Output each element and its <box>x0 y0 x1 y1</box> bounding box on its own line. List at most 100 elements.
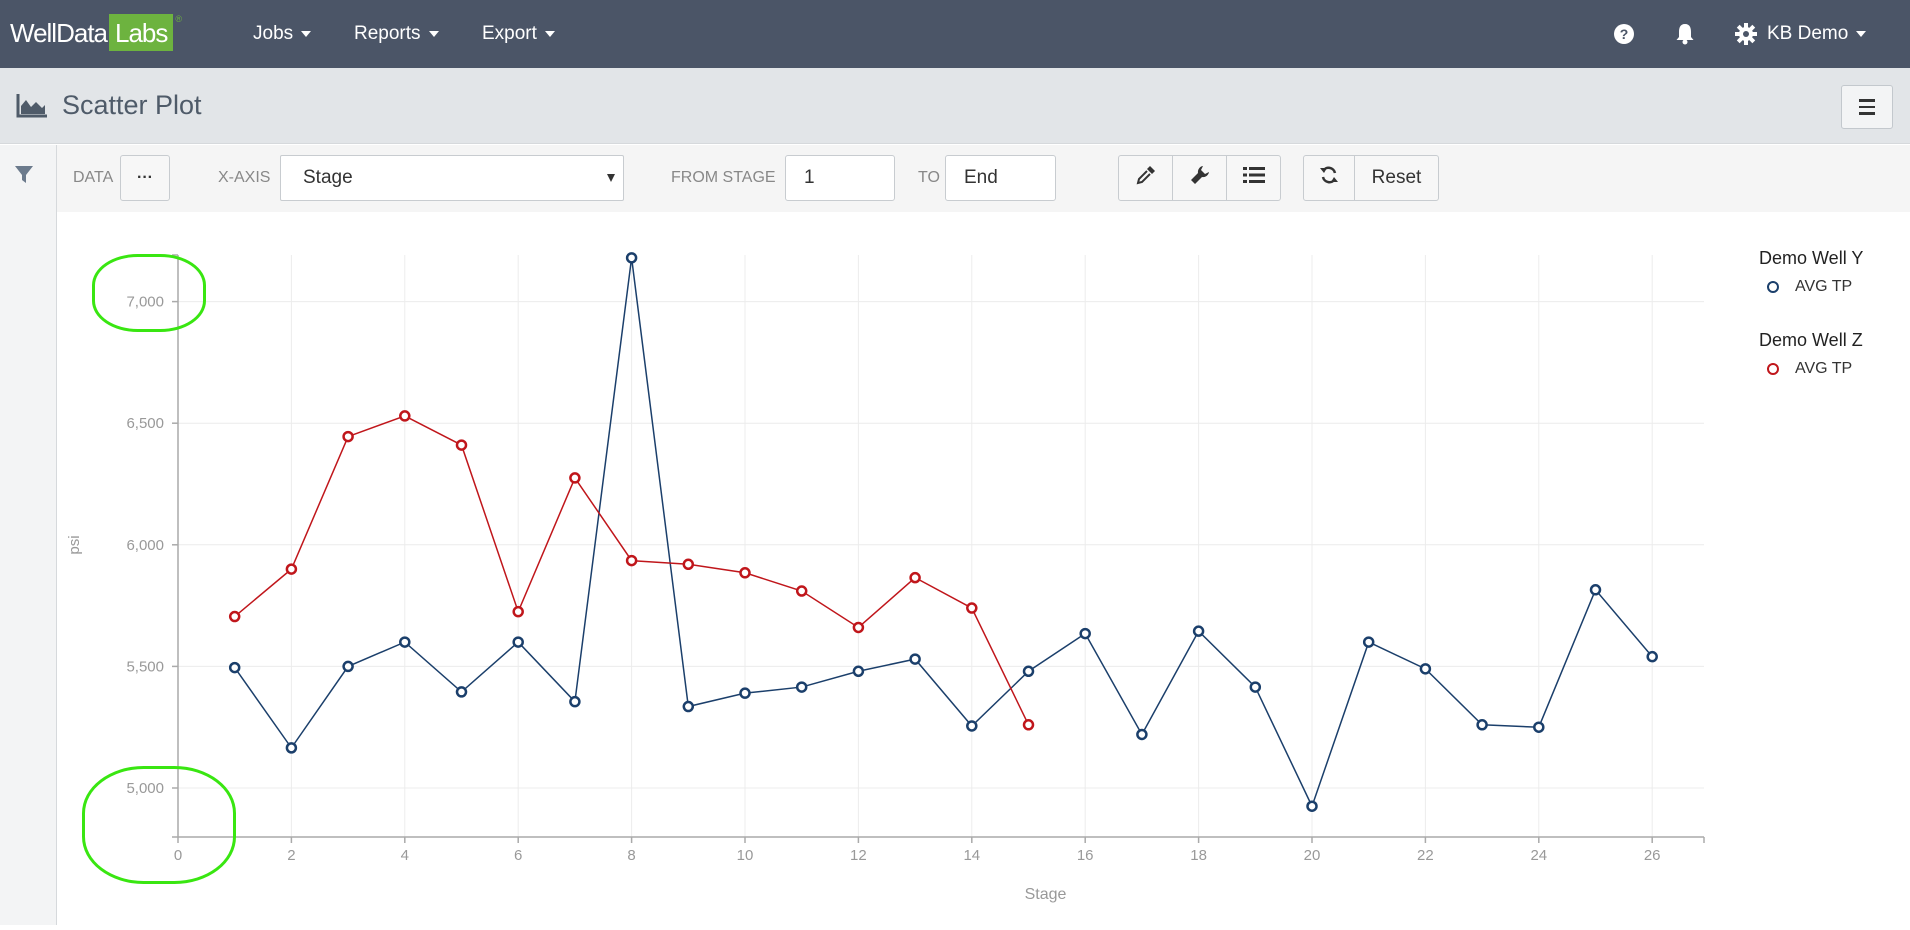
refresh-icon <box>1319 165 1339 191</box>
x-tick-label: 8 <box>627 847 635 864</box>
data-point <box>795 585 808 597</box>
question-circle-icon[interactable]: ? <box>1612 22 1636 46</box>
gear-icon <box>1735 23 1757 45</box>
nav-jobs-menu[interactable]: Jobs <box>253 0 312 68</box>
brand-name-part2: Labs <box>109 14 174 51</box>
x-tick-label: 26 <box>1644 847 1661 864</box>
data-point <box>852 621 865 634</box>
data-point <box>625 252 638 264</box>
x-tick-label: 14 <box>963 847 980 864</box>
data-point <box>682 700 695 713</box>
brand-logo[interactable]: WellData Labs ® <box>10 14 182 51</box>
caret-down-icon <box>428 31 439 37</box>
data-point <box>909 653 921 665</box>
data-point <box>909 571 921 584</box>
data-point <box>1022 719 1035 731</box>
y-tick-label: 6,000 <box>126 537 164 554</box>
legend-item[interactable]: AVG TP <box>1767 278 1852 296</box>
x-tick-label: 20 <box>1304 847 1321 864</box>
from-stage-input[interactable]: 1 <box>785 155 895 201</box>
data-point <box>1362 636 1375 648</box>
data-point <box>512 605 524 618</box>
eyedropper-button[interactable] <box>1118 155 1173 201</box>
wrench-icon <box>1190 165 1210 191</box>
nav-reports-menu[interactable]: Reports <box>354 0 439 68</box>
left-sidebar <box>0 145 57 925</box>
data-point <box>1079 627 1091 640</box>
page-title: Scatter Plot <box>62 90 202 120</box>
data-point <box>569 472 581 484</box>
data-point <box>1136 728 1148 741</box>
data-point <box>966 720 978 732</box>
svg-text:?: ? <box>1620 26 1629 42</box>
brand-name-part1: WellData <box>10 18 108 48</box>
data-point <box>1192 625 1205 637</box>
x-tick-label: 16 <box>1077 847 1094 864</box>
data-point <box>852 665 865 678</box>
wrench-button[interactable] <box>1172 155 1227 201</box>
caret-down-icon <box>544 31 555 37</box>
top-navbar: WellData Labs ® Jobs Reports Export ? KB… <box>0 0 1910 68</box>
filter-icon[interactable] <box>14 165 34 190</box>
xaxis-selected-value: Stage <box>303 167 353 188</box>
chevron-down-icon <box>607 174 615 182</box>
nav-export-menu[interactable]: Export <box>482 0 555 68</box>
eyedropper-icon <box>1136 165 1156 191</box>
legend-group-title: Demo Well Z <box>1759 330 1863 350</box>
scatter-plot-chart: 0 2 4 6 8 10 12 14 16 18 20 22 24 265,0005,5006,0006,… <box>66 252 1705 903</box>
page-header: Scatter Plot <box>0 68 1910 144</box>
user-menu[interactable]: KB Demo <box>1735 0 1867 68</box>
data-point <box>342 660 354 673</box>
legend-item[interactable]: AVG TP <box>1767 360 1852 378</box>
data-label: DATA <box>73 169 114 186</box>
area-chart-icon <box>16 94 48 123</box>
data-point <box>228 661 241 674</box>
caret-down-icon <box>301 31 312 37</box>
x-tick-label: 10 <box>737 847 754 864</box>
reset-button[interactable]: Reset <box>1354 155 1439 201</box>
legend-group: Demo Well Y AVG TP <box>1759 248 1864 295</box>
data-point <box>1249 681 1262 693</box>
legend-group: Demo Well Z AVG TP <box>1759 330 1863 377</box>
data-point <box>455 686 468 698</box>
data-point <box>455 439 468 451</box>
hamburger-icon <box>1859 99 1875 102</box>
legend-group-title: Demo Well Y <box>1759 248 1864 268</box>
data-point <box>399 410 411 422</box>
x-tick-label: 18 <box>1190 847 1207 864</box>
x-tick-label: 2 <box>287 847 295 864</box>
data-point <box>1589 584 1602 596</box>
refresh-button[interactable] <box>1303 155 1355 201</box>
list-button[interactable] <box>1226 155 1281 201</box>
series-line <box>234 257 1653 809</box>
y-axis-title: psi <box>66 535 83 554</box>
data-point <box>1419 663 1432 675</box>
xaxis-select[interactable]: Stage <box>280 155 624 201</box>
data-point <box>1646 650 1658 663</box>
user-name-label: KB Demo <box>1767 23 1849 44</box>
data-point <box>399 636 411 648</box>
legend-marker-icon <box>1767 281 1779 293</box>
nav-export-label: Export <box>482 23 537 44</box>
to-stage-label: TO <box>918 169 940 186</box>
x-tick-label: 6 <box>514 847 522 864</box>
list-icon <box>1242 166 1265 190</box>
highlight-circle-annotation <box>82 766 236 884</box>
legend-item-label: AVG TP <box>1795 360 1853 377</box>
menu-toggle-button[interactable] <box>1841 85 1893 129</box>
data-point <box>1476 719 1488 731</box>
to-stage-input[interactable]: End <box>945 155 1056 201</box>
data-point <box>739 567 751 579</box>
nav-jobs-label: Jobs <box>253 23 294 44</box>
caret-down-icon <box>1856 31 1867 37</box>
data-point <box>512 636 524 648</box>
data-point <box>682 558 695 571</box>
bell-icon[interactable] <box>1673 22 1697 46</box>
data-point <box>285 563 298 575</box>
chart-toolbar: DATA ··· X-AXIS Stage FROM STAGE 1 TO En… <box>57 145 1910 212</box>
data-point <box>739 687 751 699</box>
x-tick-label: 12 <box>850 847 867 864</box>
data-options-button[interactable]: ··· <box>120 155 170 201</box>
x-tick-label: 24 <box>1530 847 1547 864</box>
data-point <box>569 695 581 708</box>
